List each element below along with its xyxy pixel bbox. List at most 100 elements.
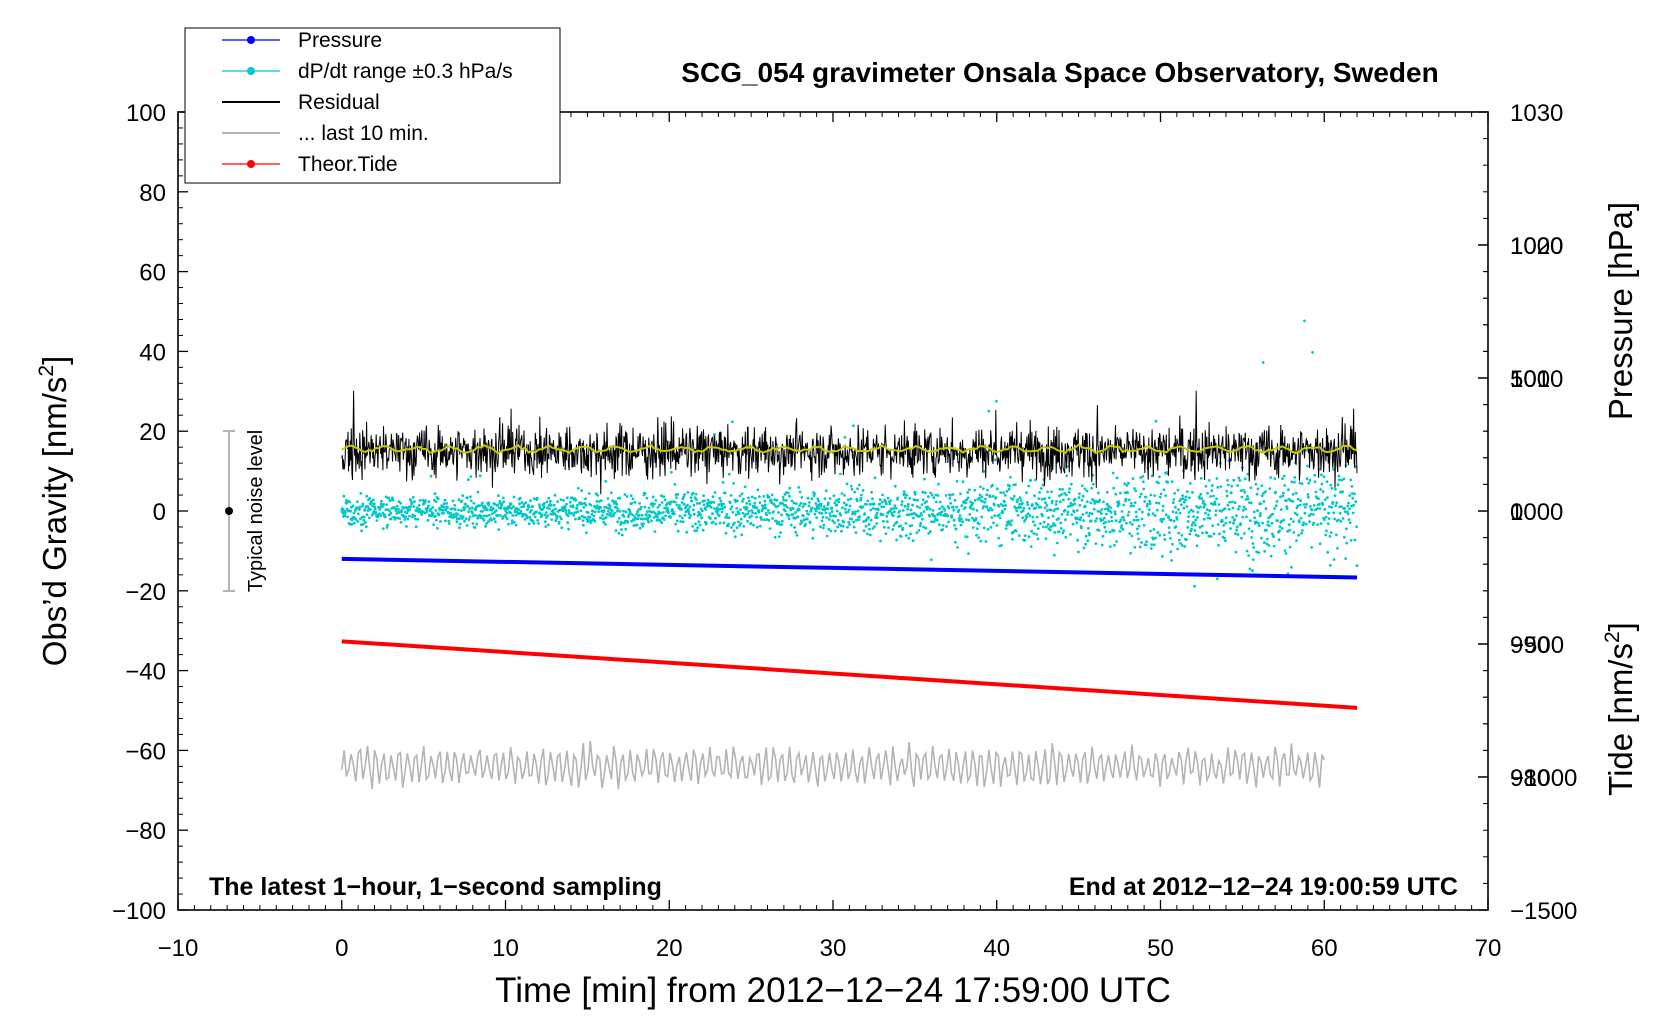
dpdt-point <box>460 509 463 512</box>
x-tick-label: 40 <box>983 935 1010 962</box>
dpdt-point <box>406 517 410 521</box>
dpdt-point <box>844 507 847 511</box>
dpdt-point <box>813 492 816 496</box>
dpdt-point <box>445 502 449 505</box>
dpdt-point <box>373 507 377 511</box>
dpdt-point <box>1231 516 1234 519</box>
dpdt-point <box>658 503 661 507</box>
dpdt-point <box>459 514 463 518</box>
dpdt-point <box>858 515 862 518</box>
dpdt-point <box>425 508 429 512</box>
dpdt-point <box>567 527 570 531</box>
dpdt-point <box>460 499 464 503</box>
dpdt-point <box>566 521 570 524</box>
dpdt-point <box>811 536 815 540</box>
dpdt-point <box>826 507 829 511</box>
dpdt-point <box>740 492 744 496</box>
dpdt-point <box>434 509 438 512</box>
dpdt-point <box>881 513 885 516</box>
dpdt-point <box>820 512 824 515</box>
dpdt-point <box>754 511 757 515</box>
dpdt-point <box>1328 505 1331 508</box>
dpdt-point <box>584 503 588 507</box>
dpdt-point <box>878 498 882 502</box>
dpdt-point <box>848 523 851 526</box>
dpdt-point <box>713 433 716 436</box>
dpdt-point <box>1273 477 1277 480</box>
dpdt-point <box>1076 517 1080 521</box>
dpdt-point <box>930 493 934 497</box>
dpdt-point <box>1131 477 1135 480</box>
dpdt-point <box>780 519 784 523</box>
dpdt-point <box>763 499 767 503</box>
dpdt-point <box>1149 493 1153 497</box>
dpdt-point <box>1027 535 1031 539</box>
dpdt-point <box>941 524 945 527</box>
dpdt-point <box>1073 497 1077 501</box>
dpdt-point <box>704 508 708 511</box>
dpdt-point <box>955 479 959 483</box>
dpdt-point <box>801 505 805 509</box>
dpdt-point <box>771 517 774 520</box>
dpdt-point <box>450 507 454 511</box>
dpdt-point <box>1125 521 1128 525</box>
legend-marker-dpdt <box>247 67 255 75</box>
dpdt-point <box>1097 491 1100 495</box>
dpdt-point <box>739 522 743 525</box>
dpdt-point <box>480 514 483 518</box>
dpdt-point <box>1138 495 1142 499</box>
dpdt-point <box>904 534 908 537</box>
dpdt-point <box>1309 512 1313 516</box>
dpdt-point <box>473 526 477 529</box>
dpdt-point <box>741 500 744 503</box>
dpdt-point <box>1223 536 1226 540</box>
dpdt-point <box>493 502 497 506</box>
dpdt-point <box>1009 523 1013 527</box>
dpdt-point <box>1305 502 1308 506</box>
dpdt-point <box>848 504 852 508</box>
dpdt-point <box>604 516 608 519</box>
dpdt-point <box>604 523 607 526</box>
dpdt-point <box>887 526 890 529</box>
dpdt-point <box>640 505 643 509</box>
dpdt-point <box>655 518 659 522</box>
dpdt-point <box>1292 531 1296 534</box>
dpdt-point <box>1297 533 1300 537</box>
dpdt-point <box>471 522 475 525</box>
dpdt-point <box>494 509 498 512</box>
dpdt-point <box>699 513 702 517</box>
dpdt-point <box>602 509 606 512</box>
dpdt-point <box>699 507 703 511</box>
dpdt-point <box>900 500 904 503</box>
theor-tide-line <box>341 639 1358 710</box>
dpdt-point <box>1276 519 1279 523</box>
dpdt-point <box>468 515 472 519</box>
dpdt-point <box>608 507 611 511</box>
dpdt-point <box>485 514 489 518</box>
dpdt-point <box>1086 539 1090 543</box>
dpdt-point <box>513 510 517 514</box>
dpdt-point <box>463 519 466 523</box>
dpdt-point <box>960 504 964 507</box>
dpdt-point <box>1265 528 1268 532</box>
dpdt-point <box>1069 501 1073 505</box>
dpdt-point <box>896 496 900 500</box>
dpdt-point <box>809 509 813 513</box>
dpdt-point <box>1301 529 1304 532</box>
dpdt-point <box>766 494 769 497</box>
dpdt-point <box>496 503 499 507</box>
dpdt-point <box>1249 486 1253 490</box>
dpdt-point <box>903 492 906 496</box>
legend-entry-dpdt: dP/dt range ±0.3 hPa/s <box>222 60 513 83</box>
dpdt-point <box>592 514 596 518</box>
dpdt-point <box>487 503 490 507</box>
dpdt-point <box>664 514 667 518</box>
dpdt-point <box>1114 492 1118 496</box>
dpdt-point <box>622 515 626 518</box>
dpdt-point <box>1080 498 1084 502</box>
dpdt-point <box>560 517 563 521</box>
dpdt-point <box>609 514 613 518</box>
dpdt-point <box>670 470 673 474</box>
dpdt-point <box>1289 499 1292 502</box>
dpdt-point <box>1127 510 1131 514</box>
